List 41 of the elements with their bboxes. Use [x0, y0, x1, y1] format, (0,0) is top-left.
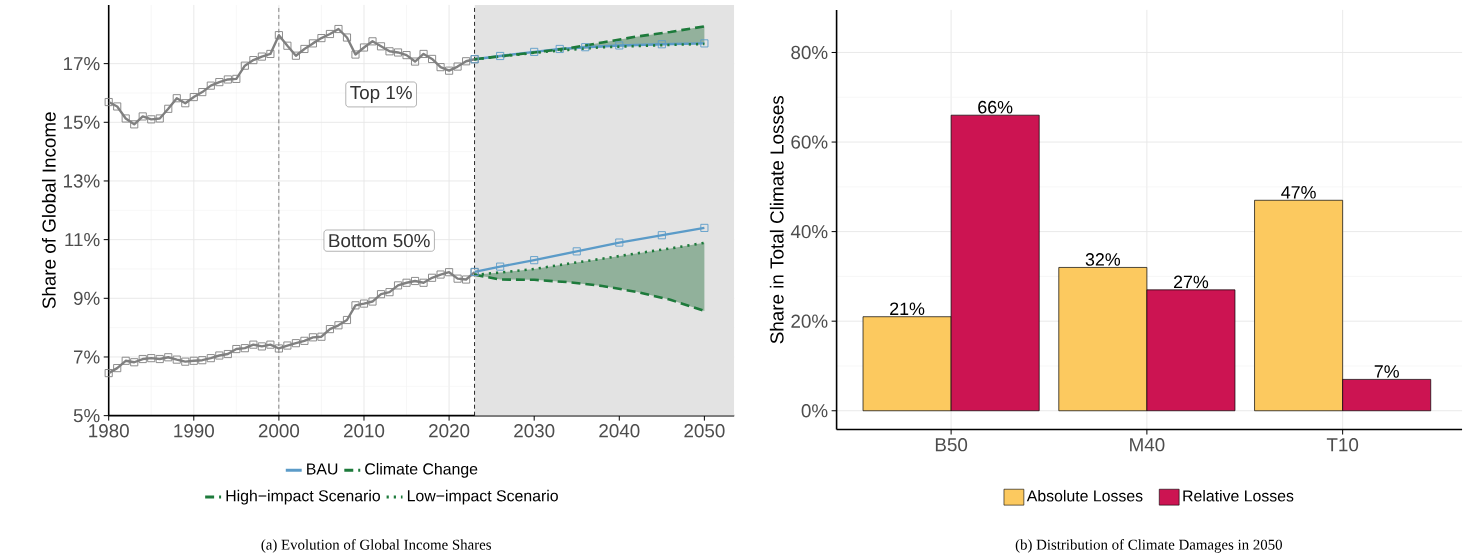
x-tick-label: 2030 [514, 424, 555, 438]
y-axis-title: Share in Total Climate Losses [769, 96, 784, 344]
legend-label: BAU [307, 463, 338, 475]
data-label: 7% [1374, 365, 1399, 378]
y-tick-label: 60% [791, 135, 828, 149]
legend-label: Climate Change [365, 463, 478, 478]
y-tick-label: 80% [791, 45, 828, 60]
x-tick-label: T10 [1326, 438, 1359, 452]
data-label: 27% [1173, 275, 1209, 289]
y-tick-label: 13% [63, 174, 100, 188]
y-tick-label: 11% [65, 233, 100, 247]
data-label: 66% [978, 100, 1013, 114]
y-tick-label: 7% [73, 350, 100, 364]
x-tick-label: 1980 [89, 424, 129, 438]
y-tick-label: 15% [63, 115, 100, 129]
x-tick-label: 2010 [344, 424, 385, 438]
y-axis-title: Share of Global Income [41, 112, 56, 309]
y-tick-label: 17% [63, 57, 100, 71]
y-tick-label: 40% [790, 225, 828, 239]
x-tick-label: 2000 [258, 424, 300, 438]
annotation: Bottom 50% [329, 234, 430, 248]
x-tick-label: B50 [935, 438, 968, 452]
legend-label: Low−impact Scenario [407, 489, 558, 505]
data-label: 47% [1281, 186, 1316, 199]
x-tick-label: 2050 [684, 424, 725, 438]
data-label: 21% [890, 302, 925, 316]
y-tick-label: 5% [73, 409, 100, 423]
x-tick-label: 1990 [174, 424, 214, 438]
x-tick-label: M40 [1130, 438, 1165, 452]
legend-label: Relative Losses [1183, 489, 1294, 502]
legend-label: Absolute Losses [1026, 489, 1143, 502]
annotation: Top 1% [350, 86, 412, 104]
x-tick-label: 2020 [429, 424, 470, 438]
y-tick-label: 9% [73, 291, 100, 306]
legend-label: High−impact Scenario [226, 489, 380, 505]
x-tick-label: 2040 [599, 424, 640, 438]
text: (a) Evolution of Global Income Shares [261, 539, 491, 553]
data-label: 32% [1085, 253, 1121, 266]
y-tick-label: 0% [801, 404, 828, 418]
text: (b) Distribution of Climate Damages in 2050 [1015, 539, 1282, 553]
y-tick-label: 20% [791, 314, 828, 328]
